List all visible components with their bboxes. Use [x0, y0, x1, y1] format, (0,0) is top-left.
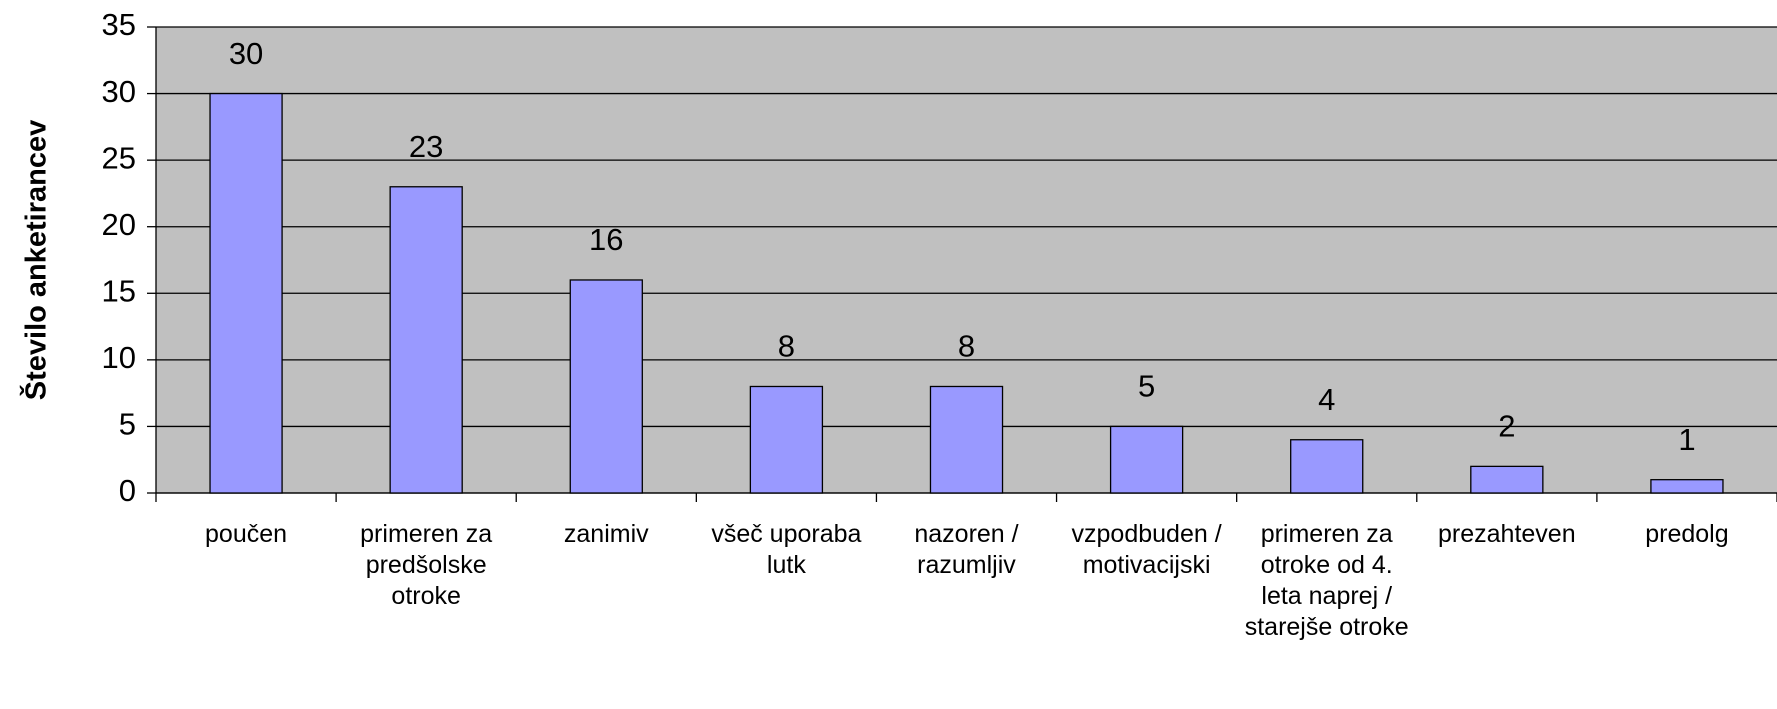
x-tick-label: nazoren / razumljiv: [914, 520, 1019, 579]
x-tick-label: primeren za predšolske otroke: [360, 520, 493, 610]
bar: [929, 385, 1004, 494]
bar: [1109, 425, 1184, 494]
x-tick-label: primeren za otroke od 4. leta naprej / s…: [1244, 520, 1409, 641]
bar: [1650, 479, 1724, 494]
x-tick-label: zanimiv: [563, 520, 649, 548]
bar: [389, 186, 463, 494]
data-label: 30: [229, 36, 263, 71]
data-label: 8: [778, 329, 795, 364]
bar: [1470, 465, 1544, 494]
x-tick-label: vzpodbuden / motivacijski: [1071, 520, 1222, 579]
y-tick-label: 0: [119, 473, 136, 508]
bar: [749, 385, 824, 494]
data-label: 4: [1318, 382, 1335, 417]
x-tick-label: predolg: [1645, 520, 1729, 548]
y-tick-label: 5: [119, 407, 136, 442]
y-tick-label: 15: [102, 273, 136, 308]
y-tick-label: 10: [102, 340, 136, 375]
y-tick-label: 30: [102, 74, 136, 109]
y-tick-label: 35: [102, 7, 136, 42]
data-label: 16: [589, 222, 623, 257]
data-label: 1: [1678, 422, 1695, 457]
y-axis-title: Število anketirancev: [19, 120, 53, 400]
y-tick-label: 20: [102, 207, 136, 242]
bar: [209, 92, 283, 494]
bar: [1290, 439, 1364, 494]
data-label: 8: [958, 329, 975, 364]
data-label: 2: [1498, 409, 1515, 444]
data-label: 23: [409, 129, 443, 164]
x-tick-label: poučen: [205, 520, 288, 548]
x-tick-label: prezahteven: [1438, 520, 1576, 548]
y-tick-label: 25: [102, 140, 136, 175]
data-label: 5: [1138, 369, 1155, 404]
x-tick-label: všeč uporaba lutk: [711, 520, 862, 579]
bar: [569, 279, 643, 494]
